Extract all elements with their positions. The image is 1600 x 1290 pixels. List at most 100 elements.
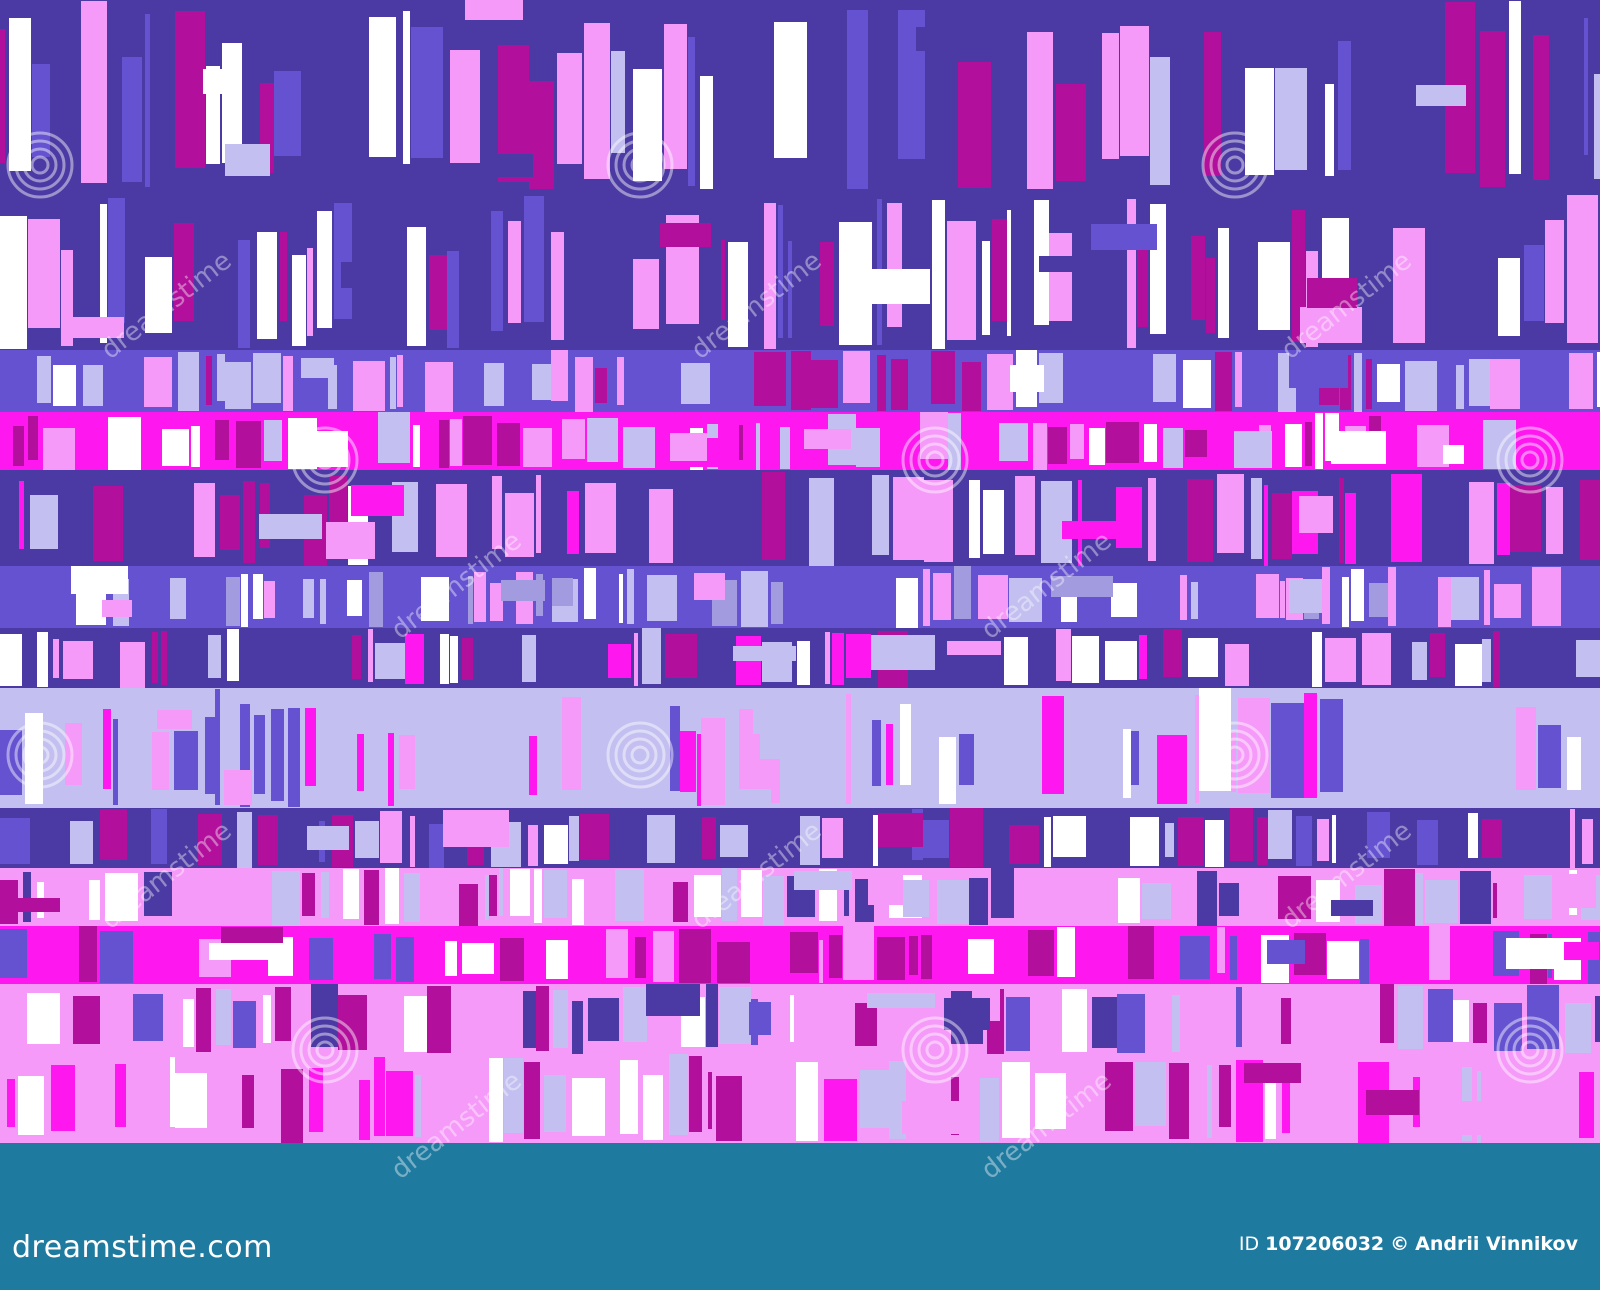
glitch-stripe (427, 986, 451, 1053)
glitch-block (1289, 579, 1322, 613)
glitch-stripe (1072, 636, 1099, 683)
glitch-stripe (1281, 998, 1291, 1044)
glitch-stripe (368, 419, 372, 469)
glitch-stripe (489, 875, 497, 916)
glitch-block (326, 522, 375, 559)
glitch-block (259, 514, 322, 539)
glitch-stripe (583, 938, 605, 977)
glitch-stripe (873, 815, 878, 866)
glitch-stripe (1139, 635, 1147, 679)
glitch-stripe (1594, 74, 1600, 179)
glitch-stripe (1579, 1072, 1594, 1138)
glitch-block (71, 566, 128, 594)
glitch-stripe (1482, 639, 1491, 682)
glitch-stripe (1296, 816, 1312, 866)
glitch-stripe (877, 355, 886, 411)
glitch-stripe (1009, 578, 1042, 622)
glitch-stripe (253, 353, 281, 403)
glitch-stripe (1362, 633, 1391, 685)
glitch-stripe (388, 733, 394, 806)
glitch-stripe (774, 22, 807, 158)
credit-id-number: 107206032 (1265, 1233, 1385, 1255)
glitch-stripe (680, 731, 696, 792)
glitch-stripe (1217, 927, 1225, 973)
copyright-symbol: © (1390, 1233, 1410, 1255)
glitch-stripe (413, 425, 420, 467)
glitch-stripe (1035, 1073, 1066, 1129)
glitch-stripe (843, 351, 870, 403)
glitch-stripe (100, 204, 107, 343)
glitch-stripe (302, 78, 323, 155)
glitch-stripe (763, 412, 774, 461)
glitch-stripe (89, 880, 100, 920)
glitch-stripe (484, 363, 504, 406)
glitch-stripe (174, 811, 194, 865)
glitch-stripe (32, 64, 50, 157)
glitch-stripe (992, 219, 1007, 321)
glitch-stripe (1105, 350, 1120, 407)
glitch-stripe (1128, 926, 1154, 979)
glitch-stripe (500, 938, 524, 981)
glitch-stripe (1217, 474, 1244, 553)
glitch-block (867, 993, 935, 1008)
glitch-stripe (1191, 236, 1205, 320)
dreamstime-logo[interactable]: dreamstime.com (12, 1227, 273, 1267)
glitch-stripe (353, 361, 385, 411)
glitch-stripe (528, 825, 538, 866)
glitch-stripe (1576, 640, 1600, 677)
glitch-stripe (923, 820, 949, 858)
glitch-stripe (100, 809, 127, 860)
glitch-stripe (1428, 989, 1453, 1042)
glitch-stripe (788, 241, 792, 338)
glitch-stripe (1342, 577, 1349, 627)
glitch-block (1443, 445, 1464, 464)
glitch-stripe (1137, 224, 1148, 327)
glitch-stripe (860, 1070, 889, 1128)
glitch-stripe (429, 824, 444, 868)
glitch-stripe (673, 882, 688, 922)
glitch-stripe (0, 818, 30, 864)
glitch-stripe (719, 987, 751, 1044)
glitch-stripe (1398, 986, 1423, 1049)
glitch-block (221, 927, 283, 943)
glitch-stripe (208, 635, 221, 678)
glitch-stripe (205, 717, 215, 794)
glitch-stripe (544, 825, 568, 864)
glitch-block (1062, 521, 1130, 539)
glitch-stripe (584, 23, 610, 179)
glitch-stripe (338, 995, 367, 1050)
glitch-stripe (920, 412, 948, 459)
glitch-stripe (1405, 361, 1437, 411)
glitch-block (209, 943, 275, 960)
glitch-stripe (954, 566, 971, 619)
glitch-stripe (451, 571, 466, 617)
glitch-stripe (1332, 815, 1336, 863)
glitch-stripe (1131, 731, 1139, 785)
glitch-stripe (846, 694, 851, 804)
glitch-stripe (18, 1076, 44, 1135)
glitch-stripe (421, 577, 449, 621)
glitch-stripe (647, 815, 675, 863)
glitch-stripe (1584, 18, 1588, 155)
glitch-stripe (847, 10, 868, 189)
glitch-stripe (45, 571, 74, 616)
glitch-stripe (354, 413, 366, 465)
glitch-stripe (1256, 574, 1279, 618)
glitch-stripe (932, 200, 945, 349)
glitch-stripe (170, 578, 186, 619)
glitch-stripe (1205, 820, 1224, 867)
glitch-stripe (532, 364, 551, 400)
glitch-stripe (647, 575, 677, 621)
glitch-stripe (1494, 584, 1521, 618)
glitch-stripe (689, 1056, 702, 1132)
glitch-block (804, 429, 851, 449)
glitch-stripe (962, 362, 981, 411)
glitch-stripe (416, 705, 448, 805)
glitch-stripe (191, 426, 200, 467)
glitch-stripe (510, 869, 530, 916)
glitch-stripe (237, 812, 252, 868)
glitch-stripe (1338, 41, 1351, 170)
glitch-block (871, 635, 935, 670)
glitch-stripe (1498, 258, 1520, 336)
glitch-stripe (480, 1058, 488, 1139)
